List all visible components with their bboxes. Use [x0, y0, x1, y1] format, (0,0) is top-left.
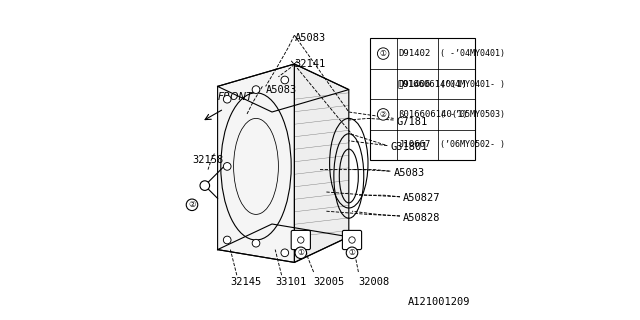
- Text: A5083: A5083: [394, 168, 425, 178]
- Text: ①: ①: [380, 49, 387, 58]
- Text: D91406: D91406: [398, 79, 430, 89]
- Circle shape: [349, 237, 355, 243]
- Text: ( -’04MY0401): ( -’04MY0401): [440, 49, 505, 58]
- Text: (’04MY0401- ): (’04MY0401- ): [440, 79, 505, 89]
- Circle shape: [223, 163, 231, 170]
- Text: D91402: D91402: [398, 49, 430, 58]
- Text: ②: ②: [188, 200, 196, 209]
- Polygon shape: [294, 64, 349, 262]
- Text: (’06MY0502- ): (’06MY0502- ): [440, 140, 505, 149]
- Circle shape: [252, 239, 260, 247]
- Text: A50827: A50827: [403, 193, 441, 204]
- Circle shape: [295, 247, 307, 259]
- Text: G31801: G31801: [390, 142, 428, 152]
- Text: FRONT: FRONT: [218, 92, 253, 102]
- Text: ß016606140(1): ß016606140(1): [398, 110, 468, 119]
- Text: J10667: J10667: [398, 140, 430, 149]
- Text: ①: ①: [298, 248, 304, 257]
- Text: A50828: A50828: [403, 212, 441, 223]
- Text: 32005: 32005: [314, 276, 345, 287]
- Circle shape: [252, 86, 260, 93]
- Text: 33101: 33101: [275, 276, 307, 287]
- Text: ②: ②: [380, 110, 387, 119]
- Text: A5083: A5083: [294, 33, 326, 44]
- Text: A5083: A5083: [266, 84, 297, 95]
- Circle shape: [200, 181, 210, 190]
- Circle shape: [298, 237, 304, 243]
- Text: 32008: 32008: [358, 276, 390, 287]
- FancyBboxPatch shape: [291, 230, 310, 250]
- Polygon shape: [218, 64, 294, 262]
- FancyBboxPatch shape: [342, 230, 362, 250]
- Text: 32158: 32158: [192, 155, 223, 165]
- Circle shape: [378, 109, 389, 120]
- Text: 32141: 32141: [294, 59, 326, 69]
- Circle shape: [186, 199, 198, 211]
- Text: 32145: 32145: [230, 276, 262, 287]
- Circle shape: [281, 249, 289, 257]
- Polygon shape: [218, 224, 349, 262]
- Circle shape: [378, 48, 389, 60]
- Polygon shape: [218, 64, 349, 112]
- Circle shape: [223, 236, 231, 244]
- Circle shape: [223, 95, 231, 103]
- Circle shape: [346, 247, 358, 259]
- Bar: [370, 38, 476, 160]
- Text: G7181: G7181: [397, 116, 428, 127]
- Text: A121001209: A121001209: [408, 297, 470, 307]
- Text: ①: ①: [349, 248, 355, 257]
- Text: Ⓑ016606140(1): Ⓑ016606140(1): [397, 79, 467, 89]
- Text: ( -’05MY0503): ( -’05MY0503): [440, 110, 505, 119]
- Circle shape: [281, 76, 289, 84]
